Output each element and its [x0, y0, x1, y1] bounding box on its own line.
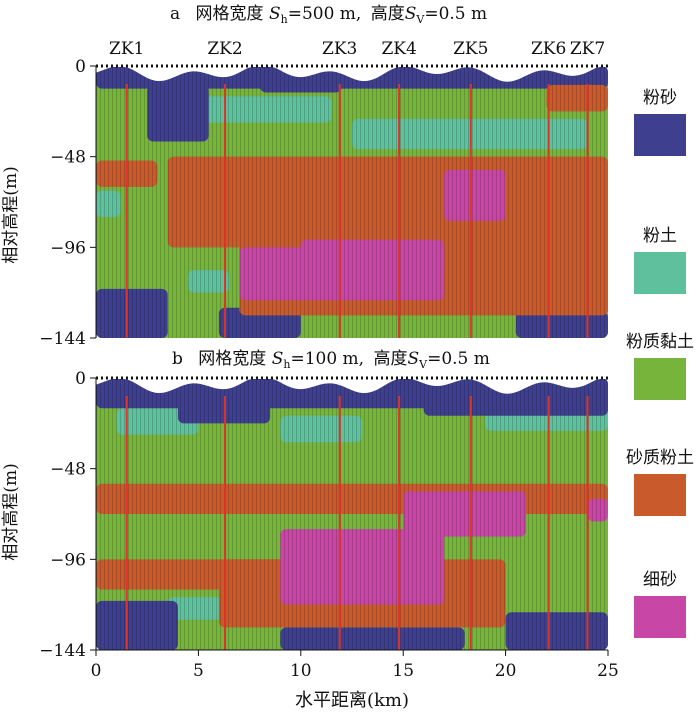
panel-a-y-axis-label: 相对高程(m) [1, 166, 21, 263]
panel-b-v-subscript: V [418, 358, 428, 371]
panel-b-y-tick-label-2: −96 [50, 550, 86, 570]
x-tick-label-3: 15 [392, 661, 414, 681]
panel-b-s-symbol: S [272, 349, 284, 369]
borehole-label-zk1: ZK1 [109, 39, 144, 59]
panel-b-texture [96, 378, 608, 650]
panel-b-y-tick-label-1: −48 [50, 460, 86, 480]
panel-b-terrain-mask [96, 378, 608, 394]
borehole-label-zk2: ZK2 [207, 39, 242, 59]
legend-label: 粉土 [643, 226, 677, 246]
panel-a-title-mid: 高度 [371, 4, 405, 24]
x-tick-label-1: 5 [193, 661, 204, 681]
x-tick-label-0: 0 [91, 661, 102, 681]
panel-a-prefix: a [170, 4, 180, 24]
legend-swatch [634, 114, 686, 156]
panel-a-y-tick-label-3: −144 [39, 329, 86, 349]
panel-b-y-axis-label: 相对高程(m) [1, 463, 21, 560]
borehole-label-zk7: ZK7 [570, 39, 605, 59]
panel-b-title-pre: 网格宽度 [198, 349, 266, 369]
panel-b-sv-value: =0.5 m [427, 349, 490, 369]
panel-b-title: b 网格宽度 Sh=100 m, 高度SV=0.5 m [172, 349, 490, 371]
x-axis-label: 水平距离(km) [295, 690, 409, 711]
panel-a-v-subscript: V [415, 13, 425, 26]
legend-label: 细砂 [643, 570, 677, 590]
legend-item: 粉砂 [620, 88, 700, 156]
panel-b-y-tick-label-0: 0 [75, 369, 86, 389]
x-tick-label-5: 25 [597, 661, 619, 681]
panel-b-sh-value: =100 m, [290, 349, 364, 369]
panel-b-plot: 0 −48 −96 −144 [39, 369, 608, 661]
panel-a-y-tick-label-1: −48 [50, 148, 86, 168]
legend-item: 粉质黏土 [620, 332, 700, 400]
legend-label: 粉质黏土 [626, 332, 694, 352]
legend-swatch [634, 474, 686, 516]
panel-a-title-pre: 网格宽度 [196, 4, 264, 24]
borehole-labels: ZK1 ZK2 ZK3 ZK4 ZK5 ZK6 ZK7 [109, 39, 605, 59]
panel-a-title: a 网格宽度 Sh=500 m, 高度SV=0.5 m [170, 4, 487, 26]
legend-label: 粉砂 [643, 88, 677, 108]
panel-a-sh-value: =500 m, [288, 4, 362, 24]
panel-a-s2-symbol: S [405, 4, 417, 24]
panel-a-terrain-mask [96, 66, 608, 82]
panel-a-y-tick-label-2: −96 [50, 238, 86, 258]
panel-b-prefix: b [172, 349, 183, 369]
panel-b-y-tick-label-3: −144 [39, 641, 86, 661]
panel-a-texture [96, 66, 608, 338]
legend-item: 砂质粉土 [620, 448, 700, 516]
x-axis: 0 5 10 15 20 25 [91, 649, 619, 681]
borehole-label-zk6: ZK6 [531, 39, 566, 59]
legend-label: 砂质粉土 [626, 448, 694, 468]
borehole-label-zk4: ZK4 [381, 39, 416, 59]
panel-b-s2-symbol: S [407, 349, 419, 369]
panel-a-y-tick-label-0: 0 [75, 57, 86, 77]
panel-a-s-symbol: S [269, 4, 281, 24]
legend-swatch [634, 252, 686, 294]
legend-item: 粉土 [620, 226, 700, 294]
panel-a-plot: 0 −48 −96 −144 [39, 57, 608, 349]
panel-b-h-subscript: h [283, 358, 290, 371]
legend-swatch [634, 358, 686, 400]
panel-b-title-mid: 高度 [373, 349, 407, 369]
x-tick-label-4: 20 [495, 661, 517, 681]
panel-a-h-subscript: h [281, 13, 288, 26]
x-tick-label-2: 10 [290, 661, 312, 681]
legend-item: 细砂 [620, 570, 700, 638]
legend-swatch [634, 596, 686, 638]
panel-a-sv-value: =0.5 m [424, 4, 487, 24]
borehole-label-zk5: ZK5 [453, 39, 488, 59]
borehole-label-zk3: ZK3 [322, 39, 357, 59]
